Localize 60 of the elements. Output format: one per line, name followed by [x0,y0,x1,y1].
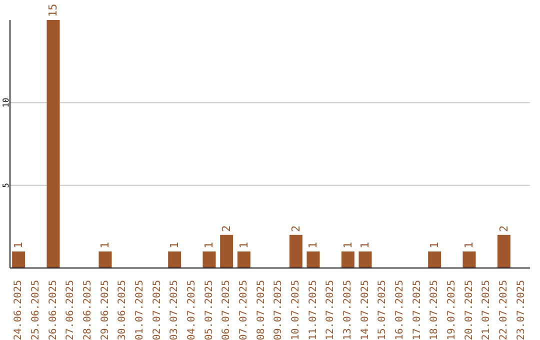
text: 1 [237,242,250,248]
x-tick-label: 24.06.2025 [13,280,24,340]
text: 1 [168,242,182,248]
x-tick-label: 23.07.2025 [516,280,527,340]
bar [168,251,182,268]
x-tick-label: 20.07.2025 [464,280,475,340]
text: 1 [306,242,320,248]
bar [341,251,354,268]
bar [98,251,112,268]
bar [202,251,216,268]
x-tick-label: 02.07.2025 [152,280,163,340]
bar [358,251,372,268]
text: 2 [289,225,302,232]
text: 1 [428,242,442,248]
x-tick-label: 19.07.2025 [446,280,458,340]
x-tick-label: 07.07.2025 [238,280,250,340]
x-tick-label: 14.07.2025 [360,280,371,340]
text: 2 [497,225,510,232]
text: 1 [12,242,26,248]
text: 1 [202,242,216,248]
x-tick-label: 18.07.2025 [429,280,440,340]
x-tick-label: 26.06.2025 [48,280,59,340]
bar [428,251,442,268]
x-tick-label: 11.07.2025 [308,280,319,340]
x-tick-label: 06.07.2025 [221,280,232,340]
x-tick-label: 16.07.2025 [394,280,406,340]
x-tick-label: 27.06.2025 [65,280,76,340]
x-tick-label: 22.07.2025 [498,280,510,340]
bar [462,251,476,268]
x-tick-label: 12.07.2025 [325,280,336,340]
bar [46,20,60,268]
x-tick-label: 08.07.2025 [256,280,267,340]
x-tick-label: 10.07.2025 [290,280,302,340]
x-tick-label: 15.07.2025 [377,280,388,340]
x-tick-label: 13.07.2025 [342,280,354,340]
x-tick-label: 25.06.2025 [30,280,42,340]
text: 1 [462,242,476,248]
bar [306,251,320,268]
x-tick-label: 30.06.2025 [117,280,128,340]
y-tick-label: 5 [2,182,10,188]
bar [220,234,234,268]
x-tick-label: 29.06.2025 [100,280,111,340]
x-tick-label: 03.07.2025 [169,280,180,340]
x-tick-label: 04.07.2025 [186,280,198,340]
bar [497,234,510,268]
bar [237,251,250,268]
text: 1 [358,242,372,248]
text: 15 [46,4,60,17]
text: 1 [98,242,112,248]
bar [289,234,302,268]
text: 1 [341,242,354,248]
x-tick-label: 17.07.2025 [412,280,423,340]
x-tick-label: 09.07.2025 [273,280,284,340]
x-tick-label: 21.07.2025 [481,280,492,340]
x-tick-label: 28.06.2025 [82,280,94,340]
bar [12,251,26,268]
y-tick-label: 10 [2,98,10,108]
x-tick-label: 05.07.2025 [204,280,215,340]
x-tick-label: 01.07.2025 [134,280,146,340]
text: 2 [220,225,234,232]
